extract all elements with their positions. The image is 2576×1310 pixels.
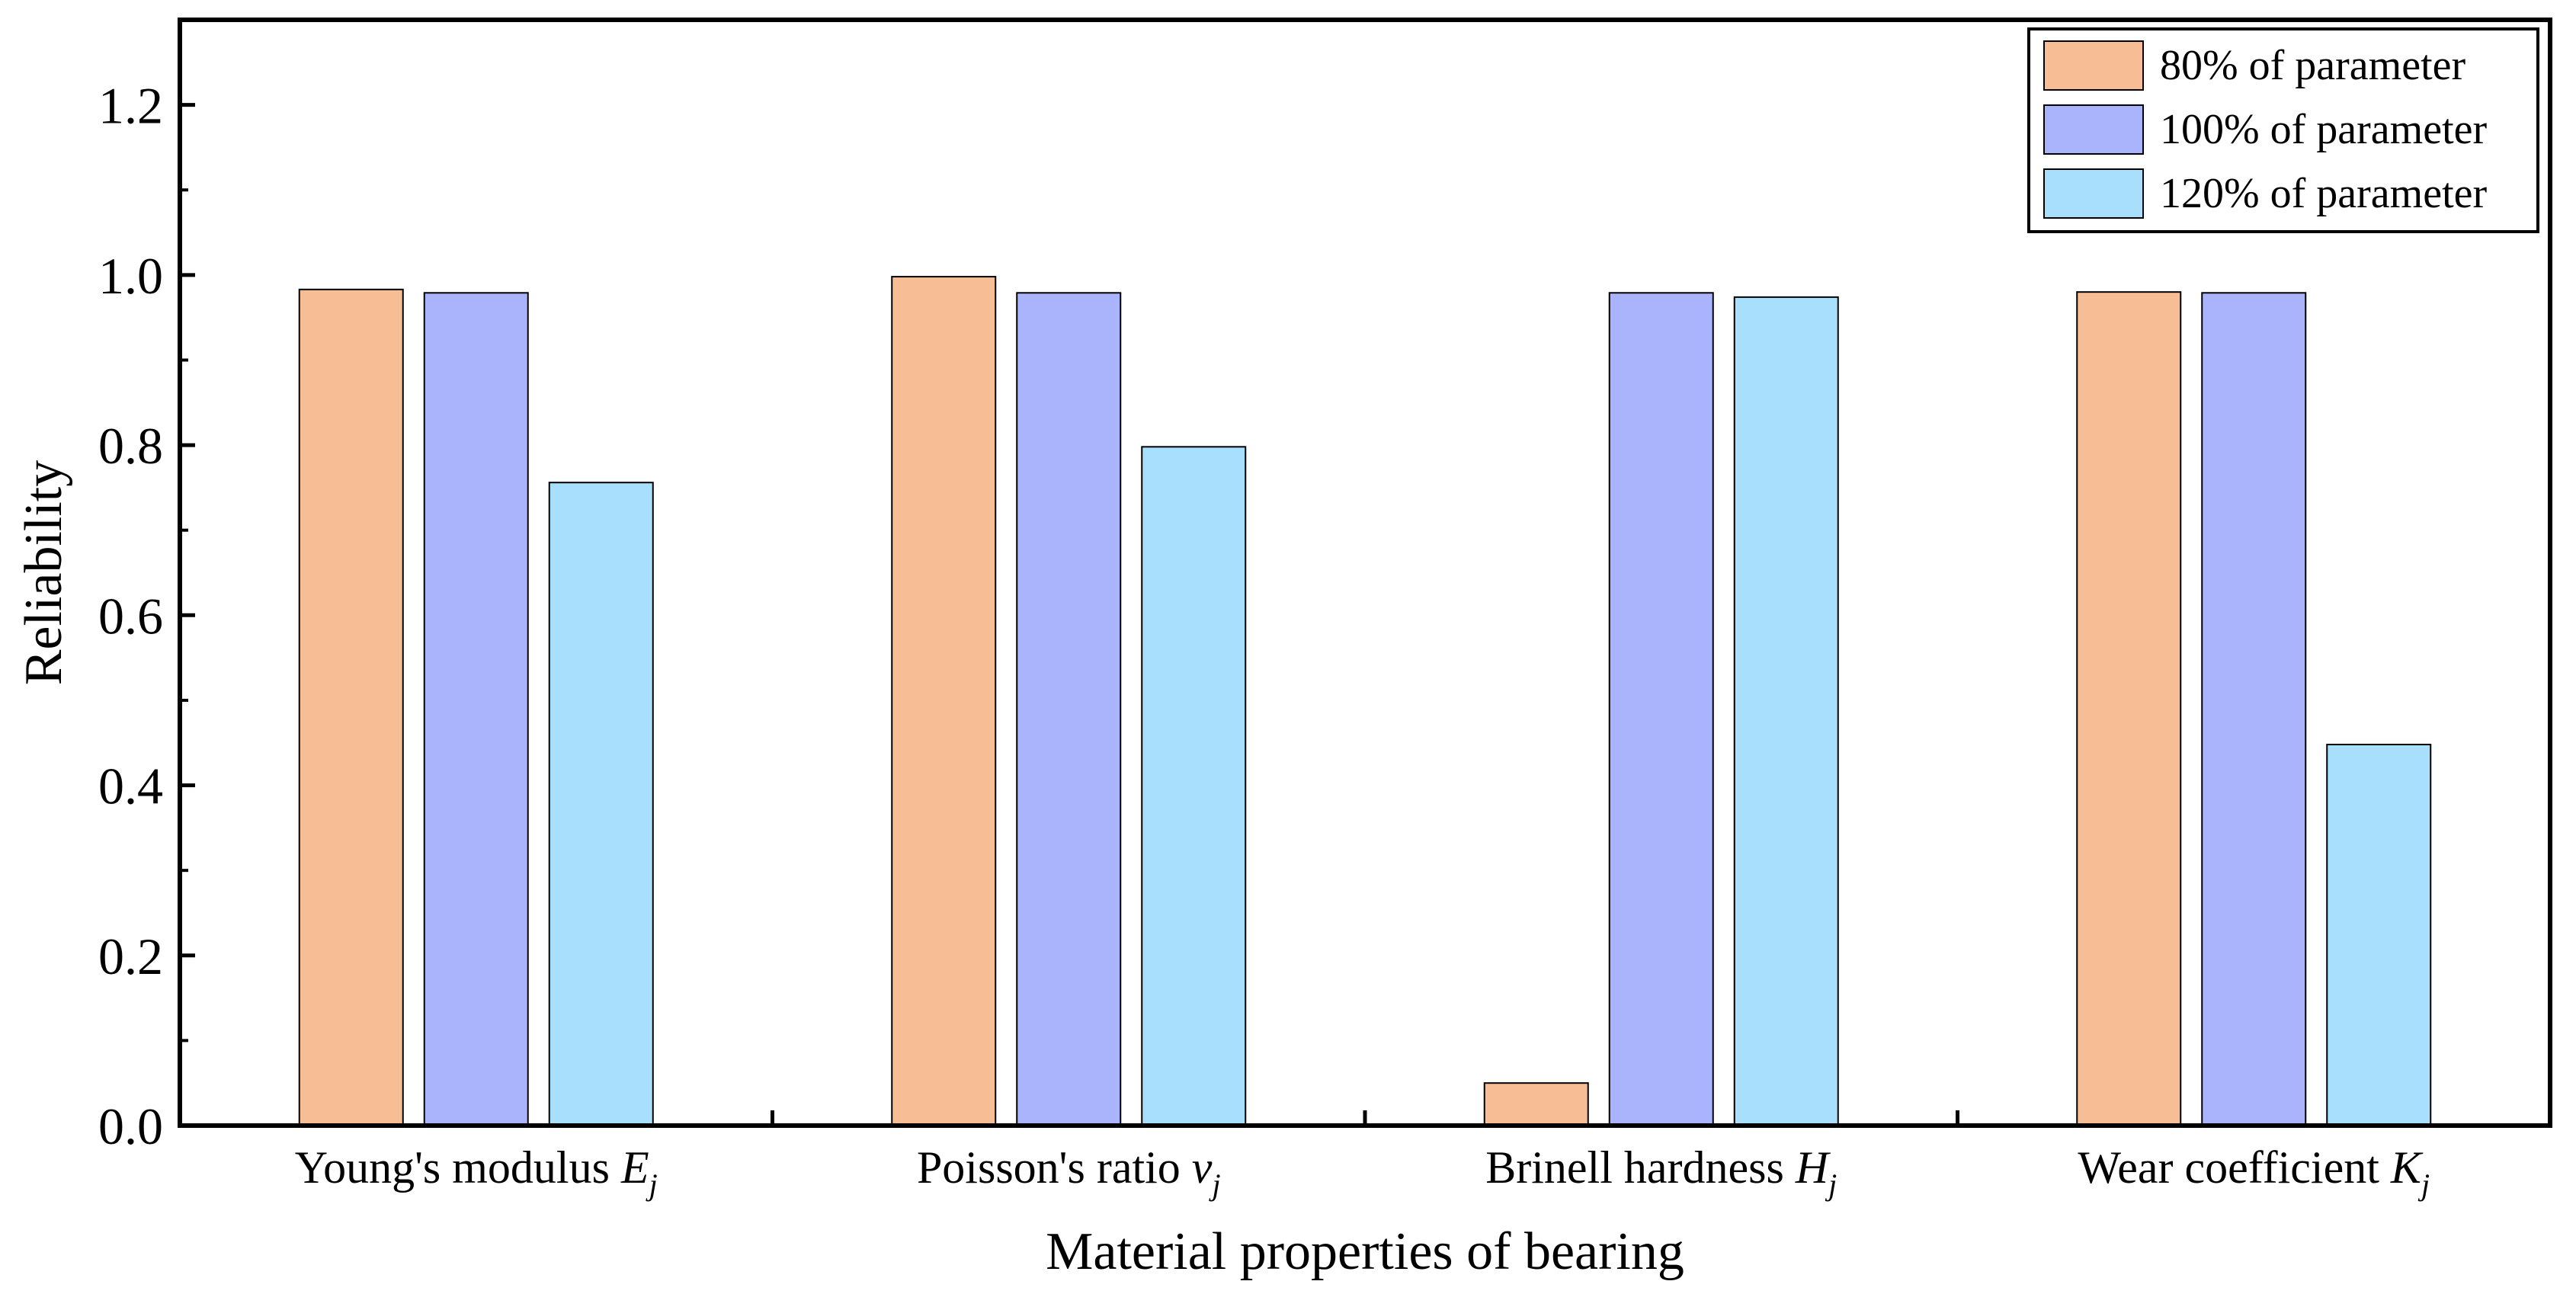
legend-label-1: 80% of parameter xyxy=(2160,42,2465,89)
bar-2-cat-1 xyxy=(423,292,529,1126)
x-tick-label-4: Wear coefficient Kj xyxy=(2078,1142,2430,1202)
x-axis-title: Material properties of bearing xyxy=(1046,1222,1684,1281)
bar-1-cat-1 xyxy=(298,288,404,1126)
axes-layer xyxy=(178,18,2552,1128)
legend-label-2: 100% of parameter xyxy=(2160,106,2487,153)
y-tick-label-2: 0.4 xyxy=(98,757,163,815)
bar-3-cat-1 xyxy=(548,482,654,1126)
bar-2-cat-4 xyxy=(2201,292,2307,1126)
legend-label-3: 120% of parameter xyxy=(2160,170,2487,217)
bar-1-cat-4 xyxy=(2076,291,2182,1127)
labels-layer: 0.0 0.2 0.4 0.6 0.8 1.0 1.2 Young's modulus Ej P… xyxy=(14,77,2430,1281)
x-tick-label-1: Young's modulus Ej xyxy=(295,1142,658,1202)
y-tick-label-0: 0.0 xyxy=(98,1097,163,1155)
bar-1-cat-2 xyxy=(891,276,997,1126)
bar-3-cat-4 xyxy=(2326,743,2432,1126)
legend: 80% of parameter 100% of parameter 120% of… xyxy=(2027,27,2539,233)
y-tick-label-3: 0.6 xyxy=(98,587,163,645)
y-tick-label-6: 1.2 xyxy=(98,77,163,135)
legend-swatch-1 xyxy=(2043,40,2144,91)
bar-3-cat-2 xyxy=(1141,446,1247,1126)
bars-layer xyxy=(298,276,2432,1127)
bar-2-cat-3 xyxy=(1608,292,1714,1126)
legend-swatch-2 xyxy=(2043,104,2144,155)
x-tick-label-3: Brinell hardness Hj xyxy=(1485,1142,1837,1202)
y-axis-title: Reliability xyxy=(14,460,73,686)
bar-3-cat-3 xyxy=(1733,296,1839,1126)
x-tick-label-2: Poisson's ratio vj xyxy=(917,1142,1221,1202)
legend-swatch-3 xyxy=(2043,168,2144,219)
bar-1-cat-3 xyxy=(1483,1082,1589,1126)
y-tick-label-5: 1.0 xyxy=(98,247,163,305)
y-tick-label-4: 0.8 xyxy=(98,417,163,475)
y-tick-label-1: 0.2 xyxy=(98,927,163,985)
bar-2-cat-2 xyxy=(1016,292,1122,1126)
